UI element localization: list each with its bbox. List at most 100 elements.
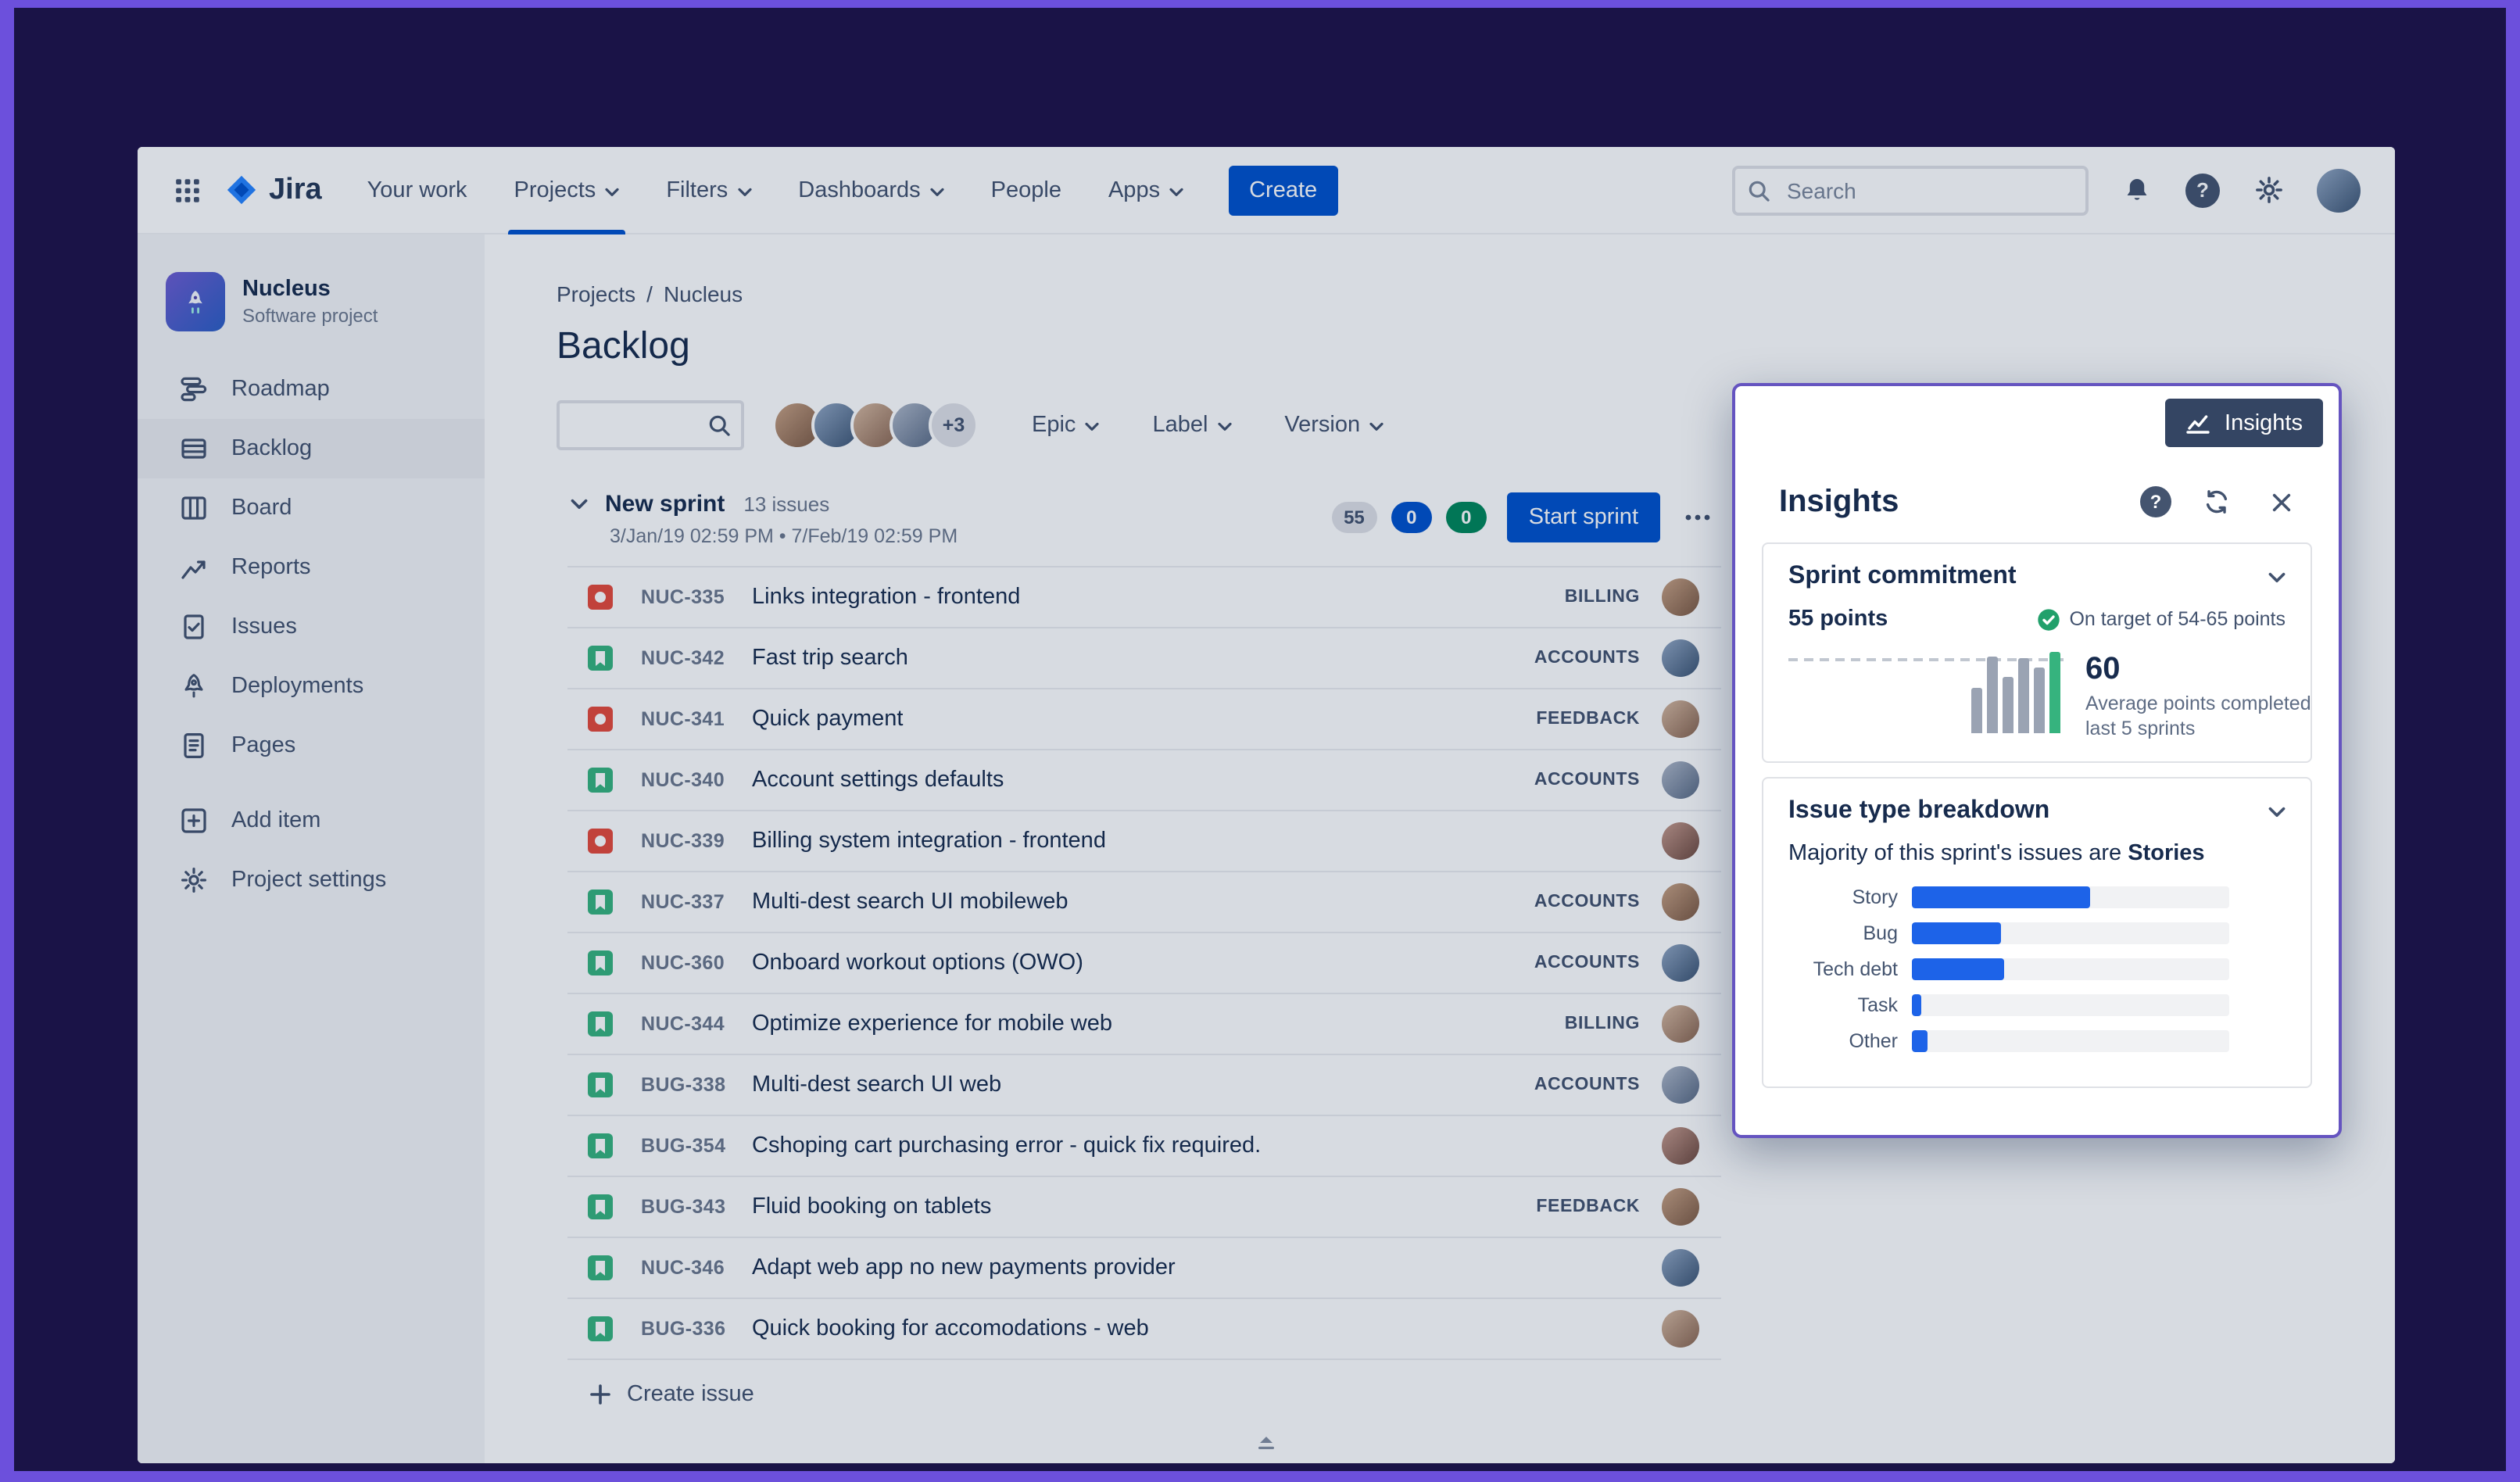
- plus-icon: [589, 1384, 611, 1405]
- member-avatars: +3: [772, 400, 979, 450]
- sprint-collapse-icon[interactable]: [567, 496, 591, 513]
- sidebar-item-reports[interactable]: Reports: [138, 538, 485, 597]
- assignee-avatar[interactable]: [1662, 700, 1699, 738]
- assignee-avatar[interactable]: [1662, 822, 1699, 860]
- epic-filter[interactable]: Epic: [1032, 413, 1100, 438]
- breadcrumb-nucleus[interactable]: Nucleus: [663, 281, 743, 306]
- issue-row[interactable]: NUC-337 Multi-dest search UI mobileweb ACC…: [567, 872, 1721, 933]
- add-item-icon: [178, 805, 209, 836]
- issue-key: BUG-354: [641, 1135, 726, 1157]
- issue-row[interactable]: NUC-344 Optimize experience for mobile we…: [567, 994, 1721, 1055]
- issue-row[interactable]: NUC-360 Onboard workout options (OWO) ACCO…: [567, 933, 1721, 994]
- issue-row[interactable]: NUC-339 Billing system integration - fron…: [567, 811, 1721, 872]
- more-avatars-badge[interactable]: +3: [929, 400, 979, 450]
- assignee-avatar[interactable]: [1662, 1188, 1699, 1226]
- version-filter[interactable]: Version: [1284, 413, 1383, 438]
- assignee-avatar[interactable]: [1662, 944, 1699, 982]
- help-icon[interactable]: [2185, 173, 2220, 207]
- nav-item-dashboards[interactable]: Dashboards: [792, 147, 950, 234]
- target-dashed-line: [1788, 658, 2064, 661]
- board-icon: [178, 492, 209, 524]
- jira-app-window: Jira Your work Projects Filters Dashboards P…: [138, 147, 2395, 1463]
- sprint-name[interactable]: New sprint: [605, 491, 725, 517]
- create-button[interactable]: Create: [1229, 165, 1338, 215]
- issue-row[interactable]: NUC-340 Account settings defaults ACCOUNTS: [567, 750, 1721, 811]
- breakdown-label: Tech debt: [1813, 958, 1898, 981]
- insights-button[interactable]: Insights: [2165, 399, 2323, 447]
- nav-item-projects[interactable]: Projects: [507, 147, 627, 234]
- sprint-points-bar: [2049, 652, 2060, 733]
- start-sprint-button[interactable]: Start sprint: [1506, 492, 1660, 542]
- issue-label: FEEDBACK: [1536, 710, 1640, 728]
- assignee-avatar[interactable]: [1662, 1310, 1699, 1348]
- chevron-down-icon: [930, 187, 944, 196]
- breakdown-fill: [1912, 886, 2090, 909]
- sidebar-item-backlog[interactable]: Backlog: [138, 419, 485, 478]
- user-profile-avatar[interactable]: [2317, 168, 2361, 212]
- issue-row[interactable]: BUG-354 Cshoping cart purchasing error - …: [567, 1116, 1721, 1177]
- sidebar-item-add-item[interactable]: Add item: [138, 791, 485, 850]
- settings-gear-icon[interactable]: [2243, 165, 2293, 215]
- issue-key: NUC-344: [641, 1013, 725, 1035]
- story-icon: [588, 768, 613, 793]
- close-icon[interactable]: [2262, 483, 2300, 521]
- sidebar-item-issues[interactable]: Issues: [138, 597, 485, 657]
- issue-key: BUG-338: [641, 1074, 726, 1096]
- assignee-avatar[interactable]: [1662, 639, 1699, 677]
- breakdown-row: Task: [1788, 994, 2286, 1017]
- sidebar-item-roadmap[interactable]: Roadmap: [138, 360, 485, 419]
- breadcrumb-projects[interactable]: Projects: [557, 281, 636, 306]
- refresh-icon[interactable]: [2198, 483, 2235, 521]
- backlog-search-input[interactable]: [557, 400, 744, 450]
- breakdown-track: [1912, 1030, 2229, 1053]
- nav-item-apps[interactable]: Apps: [1102, 147, 1190, 234]
- help-icon[interactable]: [2140, 486, 2171, 517]
- assignee-avatar[interactable]: [1662, 1005, 1699, 1043]
- chevron-down-icon[interactable]: [2268, 807, 2286, 818]
- nav-item-your-work[interactable]: Your work: [367, 177, 467, 202]
- label-filter[interactable]: Label: [1152, 413, 1232, 438]
- issue-row[interactable]: BUG-343 Fluid booking on tablets FEEDBACK: [567, 1177, 1721, 1238]
- sidebar-item-board[interactable]: Board: [138, 478, 485, 538]
- issue-row[interactable]: NUC-346 Adapt web app no new payments pro…: [567, 1238, 1721, 1299]
- assignee-avatar[interactable]: [1662, 883, 1699, 921]
- sidebar-item-project-settings[interactable]: Project settings: [138, 850, 485, 910]
- assignee-avatar[interactable]: [1662, 761, 1699, 799]
- chevron-down-icon: [605, 187, 619, 196]
- issue-row[interactable]: NUC-342 Fast trip search ACCOUNTS: [567, 628, 1721, 689]
- issue-key: NUC-339: [641, 830, 725, 852]
- issue-key: BUG-336: [641, 1318, 726, 1340]
- sprint-more-icon[interactable]: [1674, 492, 1721, 542]
- issue-label: ACCOUNTS: [1534, 771, 1640, 789]
- sidebar-item-deployments[interactable]: Deployments: [138, 657, 485, 716]
- global-search-input[interactable]: [1732, 165, 2089, 215]
- issue-row[interactable]: NUC-335 Links integration - frontend BILLI…: [567, 567, 1721, 628]
- story-icon: [588, 890, 613, 915]
- notifications-icon[interactable]: [2112, 165, 2162, 215]
- issue-row[interactable]: BUG-338 Multi-dest search UI web ACCOUNTS: [567, 1055, 1721, 1116]
- sidebar-item-pages[interactable]: Pages: [138, 716, 485, 775]
- issue-summary: Fluid booking on tablets: [752, 1194, 992, 1219]
- nav-item-people[interactable]: People: [990, 177, 1061, 202]
- issue-summary: Fast trip search: [752, 646, 908, 671]
- app-switcher-icon[interactable]: [163, 165, 213, 215]
- assignee-avatar[interactable]: [1662, 1249, 1699, 1287]
- nav-item-filters[interactable]: Filters: [660, 147, 757, 234]
- issue-row[interactable]: NUC-341 Quick payment FEEDBACK: [567, 689, 1721, 750]
- issue-key: NUC-335: [641, 586, 725, 608]
- jira-logo[interactable]: Jira: [225, 173, 322, 207]
- issue-row[interactable]: BUG-336 Quick booking for accomodations -…: [567, 1299, 1721, 1360]
- assignee-avatar[interactable]: [1662, 1127, 1699, 1165]
- issue-label: ACCOUNTS: [1534, 893, 1640, 911]
- create-issue-button[interactable]: Create issue: [589, 1382, 754, 1407]
- assignee-avatar[interactable]: [1662, 578, 1699, 616]
- insights-panel: Insights: [1735, 458, 2339, 1135]
- story-icon: [588, 1072, 613, 1097]
- breakdown-fill: [1912, 1030, 1928, 1053]
- sprint-header: New sprint 13 issues 3/Jan/19 02:59 PM •…: [567, 491, 1721, 547]
- assignee-avatar[interactable]: [1662, 1066, 1699, 1104]
- project-header[interactable]: Nucleus Software project: [138, 260, 485, 360]
- chevron-down-icon[interactable]: [2268, 571, 2286, 582]
- bug-icon: [588, 585, 613, 610]
- breakdown-fill: [1912, 922, 2001, 945]
